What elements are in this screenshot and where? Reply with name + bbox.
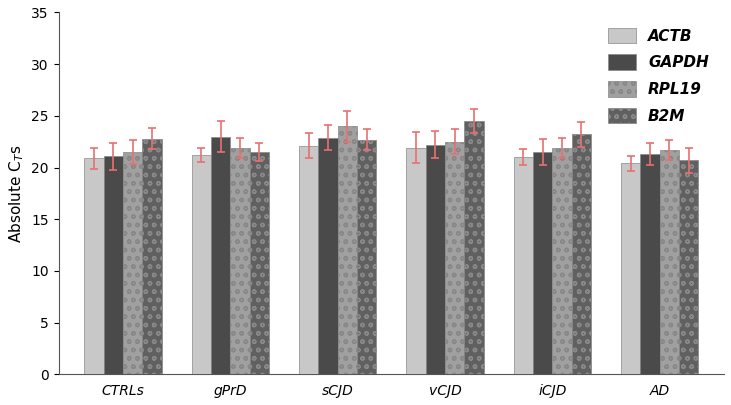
Y-axis label: Absolute C$_{T}$s: Absolute C$_{T}$s — [7, 144, 26, 243]
Bar — [659, 150, 679, 374]
Bar — [211, 136, 230, 374]
Bar — [679, 160, 698, 374]
Bar — [357, 140, 376, 374]
Bar — [425, 145, 445, 374]
Bar — [249, 152, 269, 374]
Bar — [621, 163, 640, 374]
Bar — [406, 148, 425, 374]
Bar — [192, 155, 211, 374]
Bar — [572, 134, 591, 374]
Bar — [84, 158, 104, 374]
Bar — [445, 142, 464, 374]
Bar — [143, 139, 162, 374]
Bar — [514, 157, 533, 374]
Bar — [553, 148, 572, 374]
Bar — [640, 154, 659, 374]
Bar — [338, 126, 357, 374]
Bar — [299, 146, 318, 374]
Bar — [123, 152, 143, 374]
Bar — [230, 148, 249, 374]
Bar — [533, 152, 553, 374]
Legend: ACTB, GAPDH, RPL19, B2M: ACTB, GAPDH, RPL19, B2M — [601, 20, 716, 131]
Bar — [464, 121, 484, 374]
Bar — [318, 138, 338, 374]
Bar — [104, 156, 123, 374]
